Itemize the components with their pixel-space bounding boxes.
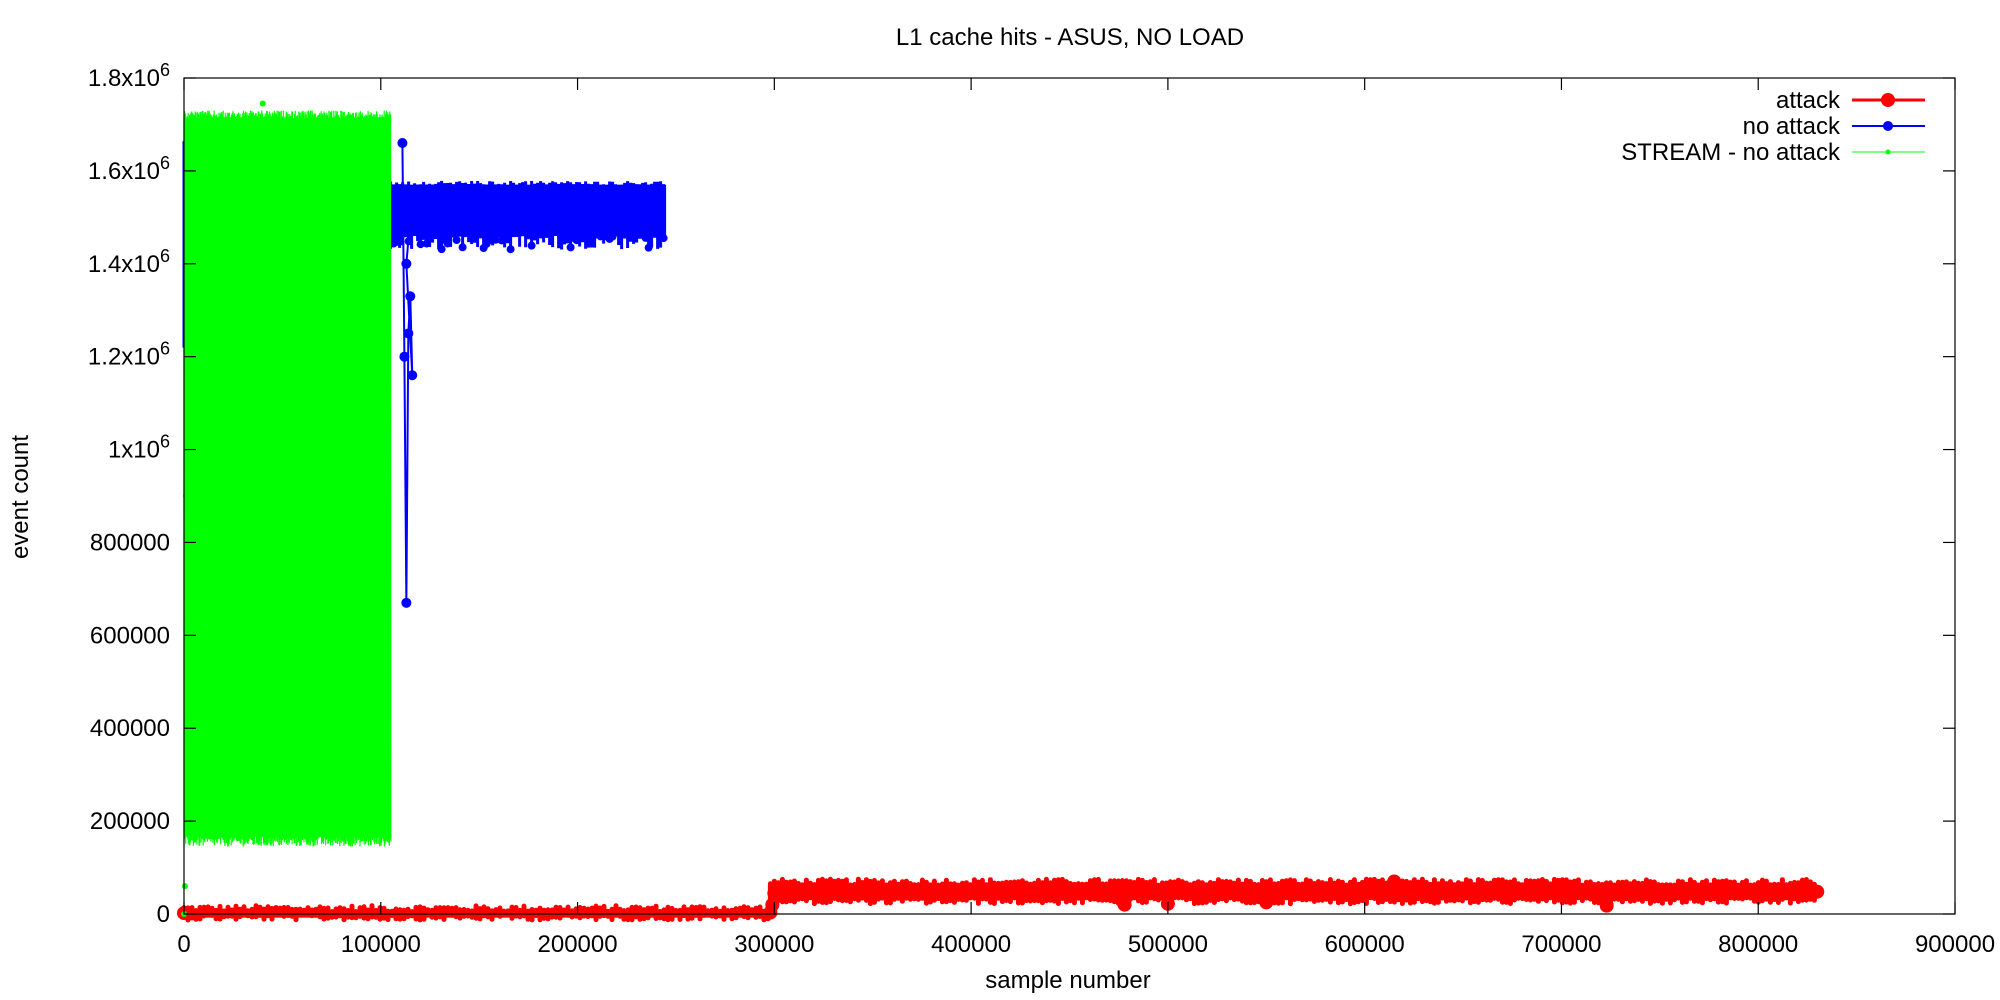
chart-title: L1 cache hits - ASUS, NO LOAD (896, 24, 1244, 51)
legend-marker (1885, 149, 1891, 155)
series-point (1599, 898, 1614, 913)
y-tick-label: 1.8x106 (88, 60, 170, 92)
series-point (458, 243, 467, 252)
y-tick-label: 400000 (90, 715, 170, 742)
x-tick-label: 700000 (1521, 931, 1601, 958)
x-tick-label: 900000 (1915, 931, 1995, 958)
series-point (403, 328, 414, 339)
legend-marker (1881, 93, 1895, 107)
legend-marker (1883, 121, 1893, 131)
series-point (452, 236, 461, 245)
series-point (506, 245, 515, 254)
series-band (767, 876, 1817, 907)
series-point (383, 604, 390, 611)
x-tick-label: 300000 (734, 931, 814, 958)
y-tick-label: 1.2x106 (88, 339, 170, 371)
series-band (181, 903, 771, 923)
series-stream-no-attack (181, 100, 392, 917)
series-point (527, 241, 536, 250)
x-axis-label: sample number (985, 967, 1150, 994)
series-point (407, 370, 418, 381)
legend-label: STREAM - no attack (1621, 139, 1841, 166)
y-axis-label: event count (7, 435, 34, 559)
series-point (397, 138, 408, 149)
legend-label: attack (1776, 87, 1841, 114)
legend-label: no attack (1743, 113, 1841, 140)
y-tick-label: 1x106 (108, 432, 170, 464)
plot-frame (183, 77, 1956, 915)
x-tick-label: 400000 (931, 931, 1011, 958)
plot-area (177, 100, 1825, 923)
series-point (401, 597, 412, 608)
x-tick-label: 800000 (1718, 931, 1798, 958)
series-point (401, 258, 412, 269)
x-tick-label: 600000 (1325, 931, 1405, 958)
y-tick-label: 600000 (90, 622, 170, 649)
series-band (389, 180, 666, 250)
series-point (405, 291, 416, 302)
y-tick-label: 1.4x106 (88, 246, 170, 278)
series-point (259, 100, 266, 107)
y-tick-label: 1.6x106 (88, 153, 170, 185)
series-point (385, 832, 392, 839)
series-point (181, 883, 188, 890)
y-tick-label: 0 (157, 901, 170, 928)
series-point (1387, 874, 1402, 889)
x-tick-label: 500000 (1128, 931, 1208, 958)
x-tick-label: 0 (177, 931, 190, 958)
series-band-fill (186, 120, 389, 837)
x-tick-label: 100000 (341, 931, 421, 958)
series-line (401, 143, 414, 603)
x-tick-label: 200000 (538, 931, 618, 958)
series-point (1810, 884, 1825, 899)
y-tick-label: 200000 (90, 808, 170, 835)
series-point (765, 897, 780, 912)
series-point (1259, 895, 1274, 910)
series-point (405, 212, 416, 223)
y-tick-label: 800000 (90, 529, 170, 556)
series-point (1117, 897, 1132, 912)
series-point (399, 351, 410, 362)
axes: 0 100000 200000 300000 400000 500000 600000 700… (88, 60, 1995, 958)
series-point (767, 886, 782, 901)
